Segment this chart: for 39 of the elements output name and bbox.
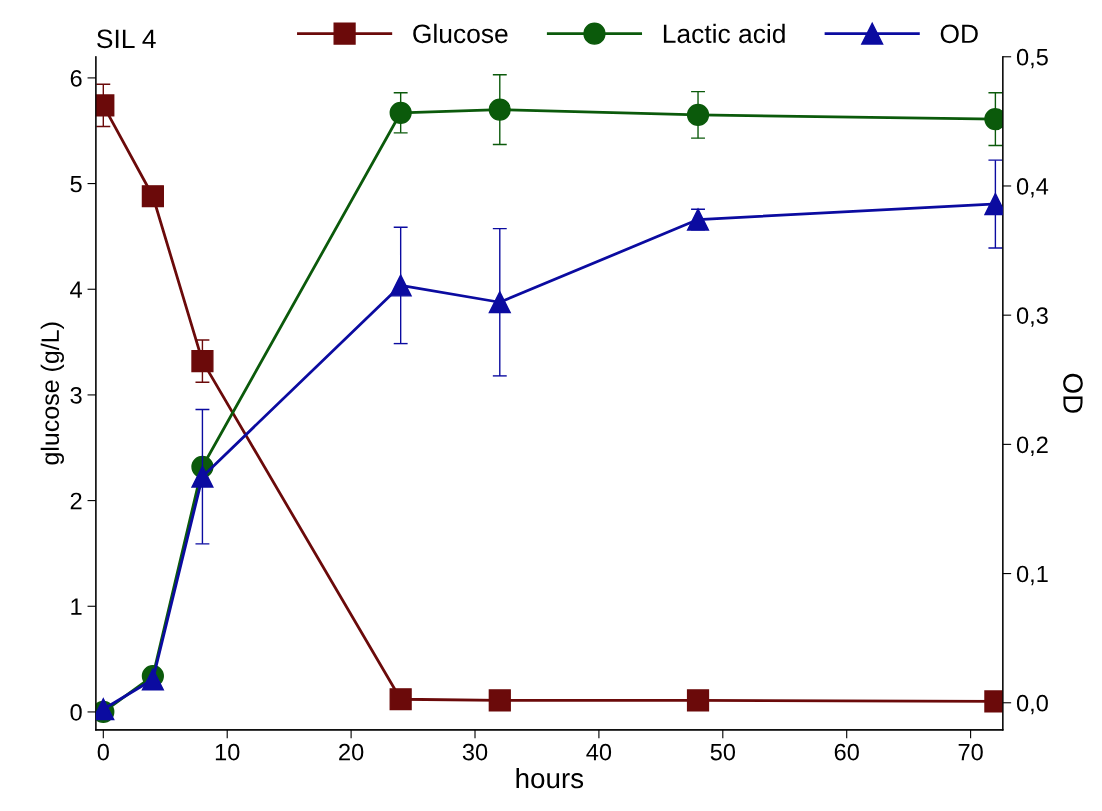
y2-tick-label: 0,3 — [1016, 307, 1048, 327]
y2-tick-label: 0,0 — [1016, 694, 1048, 715]
legend-label: Lactic acid — [663, 23, 785, 44]
x-tick-label: 30 — [462, 743, 488, 761]
x-tick-label: 70 — [958, 743, 983, 761]
legend-label: OD — [940, 24, 978, 44]
point — [389, 274, 412, 297]
y-tick-label: 3 — [70, 386, 82, 404]
x-tick-label: 40 — [586, 743, 612, 761]
point — [191, 465, 214, 488]
legend-label: Glucose — [413, 23, 508, 44]
y-tick-label: 1 — [71, 598, 82, 615]
x-axis-title: hours — [516, 767, 584, 789]
point — [488, 689, 511, 712]
point — [141, 185, 164, 208]
chart-title: SIL 4 — [97, 29, 156, 49]
y-tick-label: 2 — [70, 492, 82, 510]
y-tick-label: 5 — [70, 175, 82, 193]
point — [686, 689, 710, 712]
x-tick-label: 10 — [215, 743, 240, 761]
y2-tick-label: 0,2 — [1016, 436, 1048, 456]
y-tick-label: 0 — [70, 704, 82, 721]
point — [389, 101, 412, 124]
y2-tick-label: 0,1 — [1016, 565, 1048, 586]
y2-tick-label: 0,5 — [1016, 48, 1048, 69]
y-axis-title: glucose (g/L) — [40, 322, 64, 465]
y2-axis-title: OD — [1063, 373, 1083, 413]
x-tick-label: 50 — [710, 743, 736, 761]
y-tick-label: 4 — [70, 281, 82, 298]
point — [389, 688, 412, 711]
point — [686, 103, 710, 127]
point — [191, 349, 214, 373]
x-tick-label: 60 — [834, 743, 859, 761]
y2-tick-label: 0,4 — [1016, 178, 1049, 198]
y-tick-label: 6 — [70, 69, 82, 87]
x-tick-label: 20 — [339, 743, 364, 761]
point — [488, 98, 511, 121]
x-tick-label: 0 — [97, 743, 109, 761]
point — [488, 291, 511, 314]
